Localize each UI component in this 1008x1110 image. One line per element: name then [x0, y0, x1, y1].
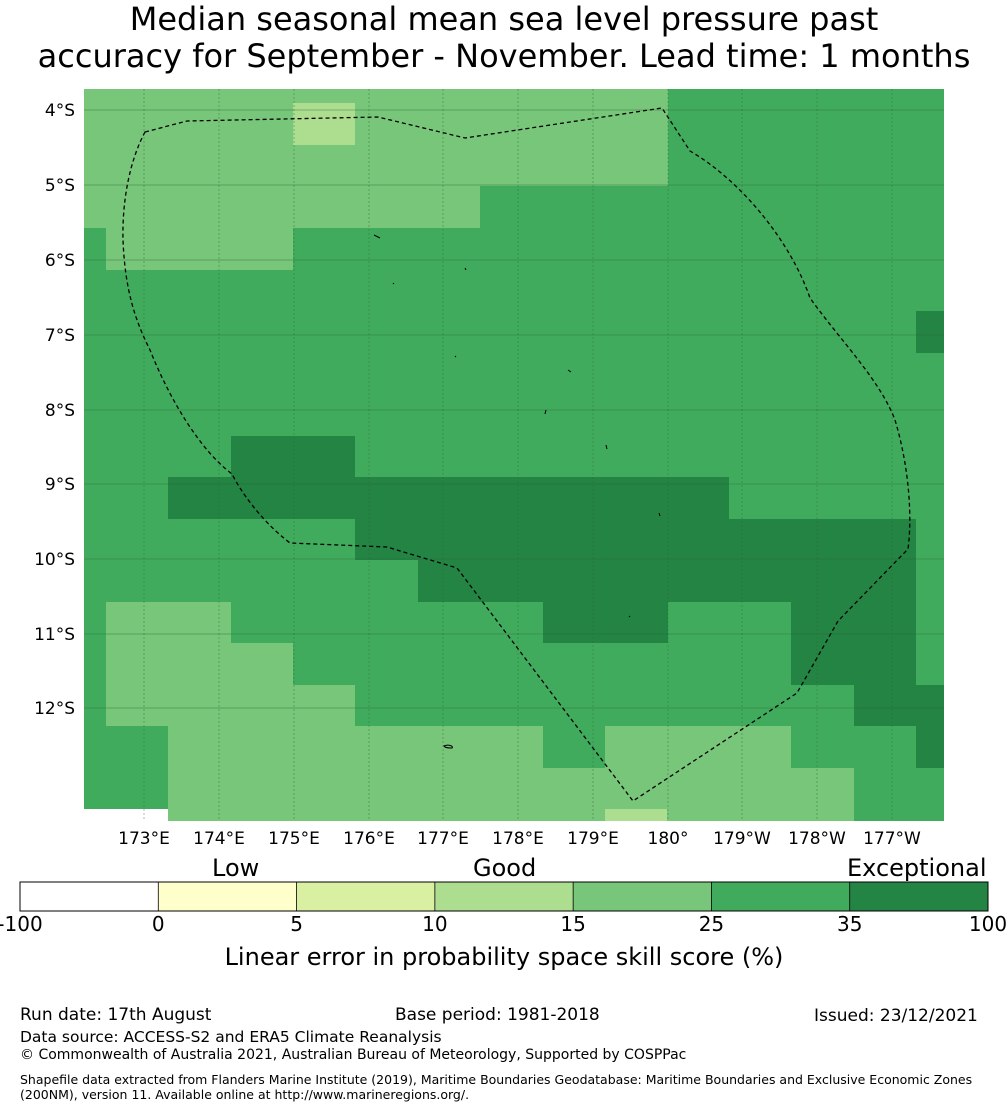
longitude-label: 174°E [193, 829, 245, 849]
colorbar-category-exceptional: Exceptional [847, 854, 987, 882]
colorbar-segment [296, 882, 435, 911]
longitude-label: 179°W [713, 829, 771, 849]
colorbar-segment [711, 882, 850, 911]
copyright-notice: © Commonwealth of Australia 2021, Austra… [20, 1047, 687, 1063]
data-source: Data source: ACCESS-S2 and ERA5 Climate … [20, 1028, 442, 1046]
longitude-label: 175°E [268, 829, 320, 849]
skill-cell [106, 228, 293, 270]
skill-cell [293, 103, 355, 145]
latitude-axis-labels: 4°S 5°S 6°S 7°S 8°S 9°S 10°S 11°S 12°S [34, 101, 75, 719]
skill-cell [84, 809, 168, 821]
longitude-label: 173°E [118, 829, 170, 849]
colorbar-category-good: Good [473, 854, 537, 882]
longitude-label: 178°W [788, 829, 846, 849]
skill-cell [84, 726, 168, 809]
skill-cell [355, 519, 916, 560]
latitude-label: 7°S [45, 326, 75, 346]
colorbar-segment [20, 882, 159, 911]
latitude-label: 4°S [45, 101, 75, 121]
map-title-line-2: accuracy for September - November. Lead … [37, 37, 971, 75]
colorbar-title: Linear error in probability space skill … [224, 943, 784, 971]
eez-boundary-dashed-line [122, 107, 911, 802]
longitude-label: 180° [648, 829, 689, 849]
latitude-label: 5°S [45, 176, 75, 196]
colorbar-tick-label: -100 [0, 912, 43, 936]
longitude-axis-labels: 173°E 174°E 175°E 176°E 177°E 178°E 179°E 180° 1… [118, 829, 921, 849]
skill-cell [231, 436, 355, 478]
colorbar-tick-label: 35 [836, 912, 863, 936]
latitude-label: 6°S [45, 251, 75, 271]
issued-date: Issued: 23/12/2021 [814, 1006, 978, 1026]
longitude-label: 177°W [863, 829, 921, 849]
skill-cell [231, 643, 293, 726]
skill-cell [543, 768, 854, 809]
skill-cell [916, 726, 944, 768]
map-title-line-1: Median seasonal mean sea level pressure … [129, 0, 879, 38]
colorbar-tick-label: 5 [290, 912, 303, 936]
latitude-label: 11°S [34, 625, 75, 645]
colorbar-tick-label: 15 [560, 912, 586, 936]
colorbar-segment [158, 882, 297, 911]
skill-cell [605, 809, 667, 821]
latitude-label: 12°S [34, 699, 75, 719]
colorbar-tick-label: 0 [151, 912, 165, 936]
skill-cell [791, 602, 916, 685]
colorbar-segment [434, 882, 574, 911]
colorbar-category-low: Low [212, 854, 260, 882]
map-gridlines [84, 89, 944, 821]
colorbar-outline [19, 881, 989, 912]
colorbar-tick-label: 100 [968, 912, 1008, 936]
shapefile-attribution: Shapefile data extracted from Flanders M… [20, 1072, 973, 1102]
colorbar-segment [849, 882, 988, 911]
skill-cell [168, 809, 854, 821]
longitude-label: 176°E [343, 829, 395, 849]
colorbar [19, 881, 989, 912]
skill-cell [668, 89, 944, 186]
run-date: Run date: 17th August [20, 1005, 212, 1025]
latitude-label: 8°S [45, 401, 75, 421]
longitude-label: 179°E [567, 829, 619, 849]
longitude-label: 177°E [417, 829, 469, 849]
skill-cell [168, 477, 729, 519]
latitude-label: 10°S [34, 550, 75, 570]
skill-cell [106, 602, 231, 726]
skill-cell [84, 89, 668, 186]
islands [373, 234, 661, 749]
skill-cell [84, 228, 106, 270]
base-period: Base period: 1981-2018 [395, 1005, 600, 1025]
skill-cell [543, 602, 668, 643]
map-plot-area [84, 89, 944, 821]
longitude-label: 178°E [492, 829, 544, 849]
skill-cell [418, 560, 916, 602]
colorbar-tick-label: 10 [422, 912, 448, 936]
latitude-label: 9°S [45, 475, 75, 495]
skill-cell [605, 726, 791, 768]
skill-cell [84, 186, 480, 228]
colorbar-tick-label: 25 [698, 912, 725, 936]
colorbar-segment [573, 882, 712, 911]
skill-cell [168, 726, 543, 809]
skill-cell [916, 311, 944, 353]
skill-cell [854, 685, 944, 726]
skill-cell [293, 685, 355, 726]
